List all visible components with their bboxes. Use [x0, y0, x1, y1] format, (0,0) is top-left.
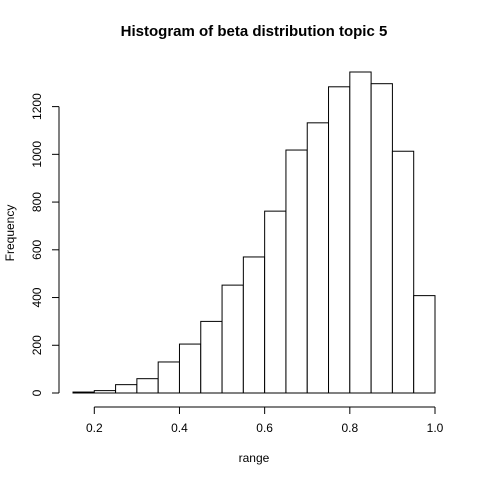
chart-title: Histogram of beta distribution topic 5: [121, 23, 388, 40]
histogram-bar: [72, 391, 95, 394]
histogram-bar: [178, 343, 202, 394]
x-axis-label: range: [239, 451, 270, 465]
y-tick-label: 400: [30, 287, 44, 307]
histogram-bar: [157, 361, 180, 394]
bars-group: [72, 71, 436, 394]
x-tick-label: 0.6: [256, 421, 273, 435]
x-tick-label: 1.0: [427, 421, 444, 435]
y-tick-label: 800: [30, 192, 44, 212]
x-axis: 0.2 0.4 0.6 0.8 1.0: [86, 406, 444, 435]
y-tick-label: 1200: [30, 93, 44, 120]
histogram-bar: [370, 83, 393, 394]
x-tick-label: 0.2: [86, 421, 103, 435]
y-tick-label: 1000: [30, 141, 44, 168]
x-tick-label: 0.4: [171, 421, 188, 435]
histogram-bar: [136, 378, 159, 394]
histogram-bar: [115, 384, 138, 394]
y-axis-label: Frequency: [3, 205, 17, 262]
histogram-bar: [285, 149, 308, 394]
histogram-bar: [391, 150, 415, 394]
y-axis: 0 200 400 600 800 1000 1200: [30, 93, 60, 396]
histogram-bar: [306, 122, 330, 394]
histogram-bar: [242, 256, 266, 394]
y-tick-label: 0: [30, 389, 44, 396]
x-tick-label: 0.8: [341, 421, 358, 435]
histogram-bar: [93, 390, 117, 394]
histogram-bar: [349, 71, 372, 394]
histogram-bar: [200, 320, 223, 394]
histogram-bar: [328, 86, 351, 394]
y-tick-label: 600: [30, 239, 44, 259]
histogram-bar: [221, 284, 244, 394]
y-tick-label: 200: [30, 335, 44, 355]
histogram-bar: [413, 295, 436, 394]
histogram-bar: [264, 210, 287, 394]
